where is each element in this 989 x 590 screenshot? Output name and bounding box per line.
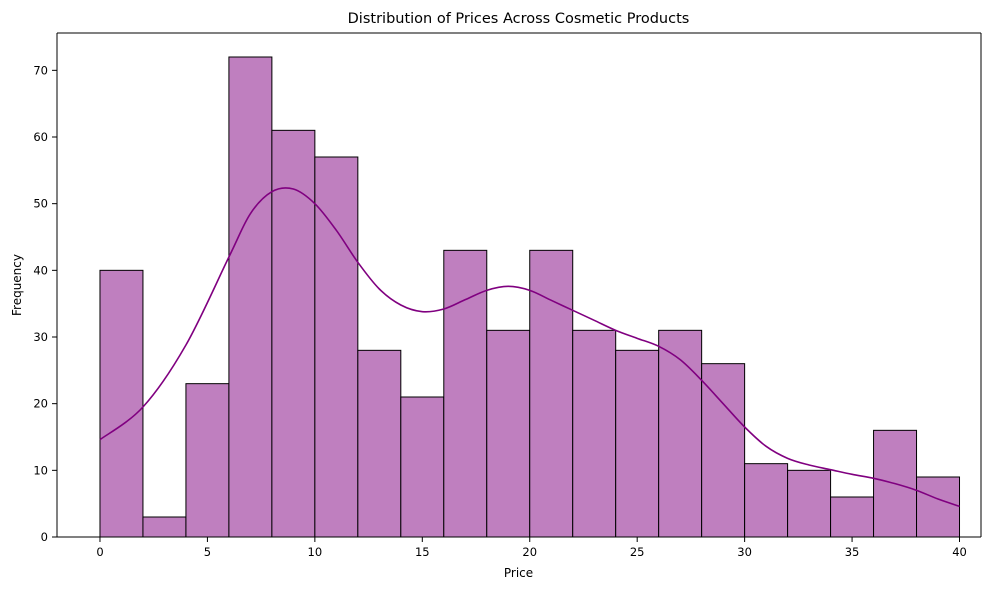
histogram-bar — [529, 249, 574, 538]
kde-layer — [99, 187, 960, 508]
histogram-bar — [99, 269, 144, 538]
y-tick-label: 10 — [33, 463, 48, 477]
x-axis-label: Price — [504, 566, 533, 580]
histogram-bar — [916, 476, 961, 538]
y-tick-label: 40 — [33, 263, 48, 277]
x-tick-label: 35 — [845, 545, 860, 559]
histogram-bar — [271, 129, 316, 538]
y-tick-label: 30 — [33, 330, 48, 344]
histogram-bar — [142, 516, 187, 538]
histogram-bar — [572, 329, 617, 538]
y-ticks: 0 10 20 30 40 50 60 70 — [33, 63, 57, 544]
histogram-bar — [830, 496, 875, 538]
histogram-bar — [443, 249, 488, 538]
y-tick-label: 20 — [33, 397, 48, 411]
x-tick-label: 20 — [522, 545, 537, 559]
y-tick-label: 50 — [33, 197, 48, 211]
y-tick-label: 0 — [41, 530, 48, 544]
histogram-bar — [486, 329, 531, 538]
histogram-bar — [744, 463, 789, 538]
chart-title: Distribution of Prices Across Cosmetic P… — [348, 11, 690, 27]
histogram-bar — [314, 156, 359, 538]
x-tick-label: 0 — [96, 545, 103, 559]
x-tick-label: 15 — [415, 545, 430, 559]
histogram-bar — [357, 349, 402, 538]
axes-layer — [56, 32, 982, 538]
x-tick-label: 5 — [204, 545, 211, 559]
histogram-bar — [701, 363, 746, 538]
bars-layer — [99, 56, 961, 538]
histogram-bar — [185, 383, 230, 538]
x-tick-label: 30 — [737, 545, 752, 559]
y-axis-label: Frequency — [10, 254, 24, 316]
histogram-bar — [658, 329, 703, 538]
kde-line — [99, 187, 960, 508]
x-ticks: 0 5 10 15 20 25 30 35 40 — [96, 537, 967, 559]
histogram-bar — [228, 56, 273, 538]
x-tick-label: 40 — [952, 545, 967, 559]
histogram-bar — [400, 396, 445, 538]
y-tick-label: 70 — [33, 63, 48, 77]
x-tick-label: 10 — [308, 545, 323, 559]
x-tick-label: 25 — [630, 545, 645, 559]
histogram-bar — [615, 349, 660, 538]
histogram-bar — [787, 469, 832, 538]
y-tick-label: 60 — [33, 130, 48, 144]
